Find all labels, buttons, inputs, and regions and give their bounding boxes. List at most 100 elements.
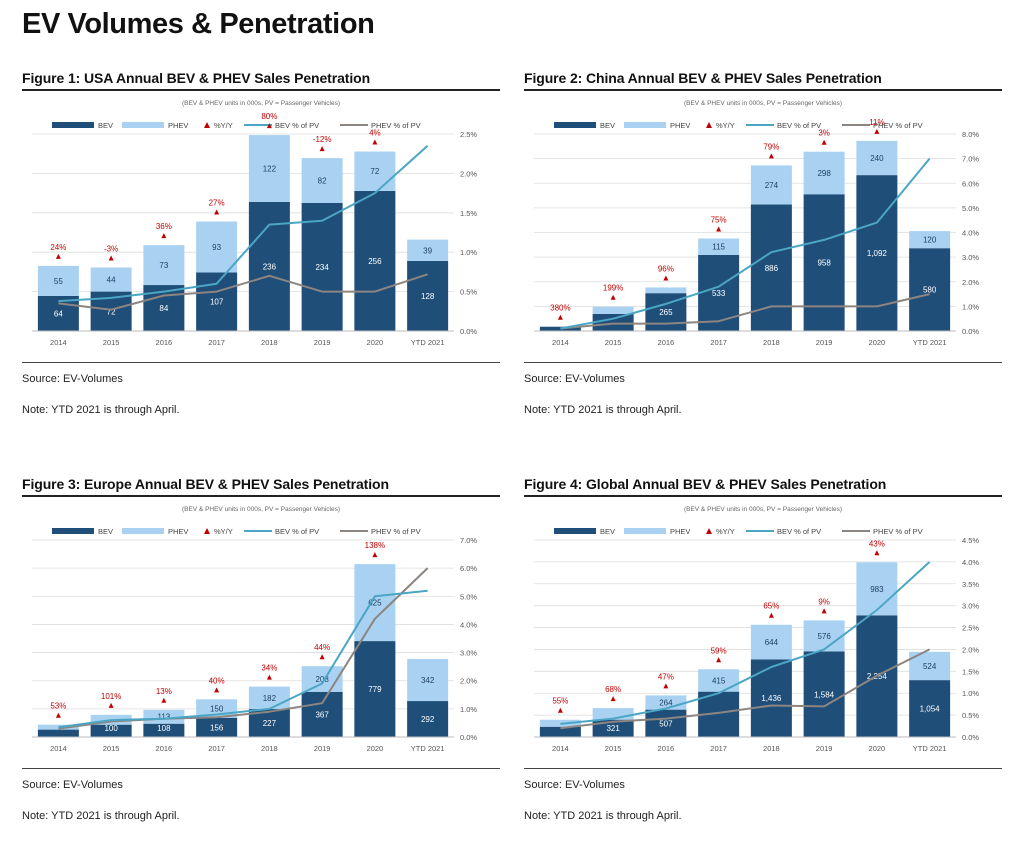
figure-2-chart: (BEV & PHEV units in 000s, PV = Passenge… xyxy=(534,100,979,347)
yoy-label: -12% xyxy=(313,135,332,144)
bar-bev-value-label: 265 xyxy=(659,308,673,317)
yoy-marker xyxy=(319,146,325,152)
yoy-marker xyxy=(557,314,563,320)
legend-label-bev: BEV xyxy=(98,121,113,130)
figure-4-panel: Figure 4: Global Annual BEV & PHEV Sales… xyxy=(524,476,1002,866)
legend-label-phev-pct: PHEV % of PV xyxy=(371,527,421,536)
bar-phev xyxy=(909,231,951,249)
bar-phev xyxy=(196,221,238,273)
bar-phev-value-label: 82 xyxy=(318,177,327,186)
legend-label-phev: PHEV xyxy=(168,121,188,130)
bar-phev-value-label: 576 xyxy=(817,632,831,641)
x-axis-tick-label: 2016 xyxy=(156,744,173,753)
x-axis-tick-label: 2014 xyxy=(552,338,569,347)
bar-phev-value-label: 73 xyxy=(159,261,168,270)
right-axis-tick-label: 7.0% xyxy=(962,155,979,164)
bar-bev xyxy=(539,726,581,737)
yoy-marker xyxy=(768,612,774,618)
figure-title: Figure 4: Global Annual BEV & PHEV Sales… xyxy=(524,476,887,492)
bar-phev-value-label: 644 xyxy=(765,638,779,647)
yoy-marker xyxy=(108,702,114,708)
chart-subtitle: (BEV & PHEV units in 000s, PV = Passenge… xyxy=(182,100,340,107)
yoy-label: 65% xyxy=(763,602,779,611)
bar-bev xyxy=(750,659,792,737)
bar-phev xyxy=(592,708,634,720)
x-axis-tick-label: 2017 xyxy=(208,338,225,347)
bar-phev xyxy=(750,624,792,660)
bar-bev-value-label: 108 xyxy=(157,724,171,733)
bar-phev xyxy=(592,306,634,314)
bar-phev xyxy=(856,140,898,176)
bar-phev xyxy=(37,265,79,296)
bar-bev-value-label: 1,092 xyxy=(867,249,888,258)
bar-bev-value-label: 367 xyxy=(315,710,329,719)
right-axis-tick-label: 4.5% xyxy=(962,536,979,545)
legend-swatch-phev xyxy=(624,122,666,128)
bar-phev-value-label: 39 xyxy=(423,246,432,255)
bar-phev-value-label: 342 xyxy=(421,676,435,685)
yoy-marker xyxy=(161,697,167,703)
yoy-label: 80% xyxy=(261,112,277,121)
yoy-label: 13% xyxy=(156,687,172,696)
yoy-marker xyxy=(663,683,669,689)
yoy-marker xyxy=(821,139,827,145)
bar-bev-value-label: 72 xyxy=(107,307,116,316)
line-phev-pct xyxy=(560,293,930,330)
bar-phev-value-label: 240 xyxy=(870,154,884,163)
bar-phev xyxy=(645,287,687,294)
bar-phev xyxy=(698,238,740,255)
legend-swatch-bev xyxy=(52,122,94,128)
right-axis-tick-label: 2.5% xyxy=(460,130,477,139)
bar-bev-value-label: 1,054 xyxy=(920,705,941,714)
yoy-label: 9% xyxy=(818,597,830,606)
bar-bev xyxy=(354,641,396,737)
x-axis-tick-label: 2016 xyxy=(658,338,675,347)
x-axis-tick-label: YTD 2021 xyxy=(411,338,445,347)
right-axis-tick-label: 3.5% xyxy=(962,580,979,589)
legend-label-phev: PHEV xyxy=(168,527,188,536)
bar-bev-value-label: 779 xyxy=(368,685,382,694)
x-axis-tick-label: 2017 xyxy=(710,744,727,753)
yoy-marker xyxy=(214,687,220,693)
x-axis-tick-label: 2015 xyxy=(103,744,120,753)
yoy-label: 11% xyxy=(869,118,884,127)
figure-4-chart: (BEV & PHEV units in 000s, PV = Passenge… xyxy=(534,506,979,753)
bar-bev-value-label: 100 xyxy=(104,724,118,733)
figure-1-panel: Figure 1: USA Annual BEV & PHEV Sales Pe… xyxy=(22,70,500,460)
figure-title: Figure 2: China Annual BEV & PHEV Sales … xyxy=(524,70,882,86)
legend-label-yoy: %Y/Y xyxy=(716,121,735,130)
source-note: Source: EV-Volumes xyxy=(22,373,123,385)
yoy-label: 36% xyxy=(156,222,172,231)
legend-label-phev: PHEV xyxy=(670,121,690,130)
x-axis-tick-label: 2017 xyxy=(208,744,225,753)
bar-phev xyxy=(143,245,185,286)
x-axis-tick-label: 2016 xyxy=(658,744,675,753)
x-axis-tick-label: YTD 2021 xyxy=(913,338,947,347)
yoy-label: 380% xyxy=(550,304,570,313)
bar-bev xyxy=(645,709,687,737)
x-axis-tick-label: 2014 xyxy=(50,744,67,753)
x-axis-tick-label: 2014 xyxy=(50,338,67,347)
x-axis-tick-label: 2015 xyxy=(605,744,622,753)
right-axis-tick-label: 0.0% xyxy=(460,733,477,742)
chart-subtitle: (BEV & PHEV units in 000s, PV = Passenge… xyxy=(182,506,340,513)
yoy-marker xyxy=(610,294,616,300)
bar-phev-value-label: 208 xyxy=(315,675,329,684)
figure-3-chart: (BEV & PHEV units in 000s, PV = Passenge… xyxy=(32,506,477,753)
legend-label-bev-pct: BEV % of PV xyxy=(275,527,319,536)
right-axis-tick-label: 3.0% xyxy=(962,253,979,262)
bar-phev-value-label: 182 xyxy=(263,694,277,703)
x-axis-tick-label: 2020 xyxy=(869,338,886,347)
legend-label-phev-pct: PHEV % of PV xyxy=(371,121,421,130)
yoy-marker xyxy=(108,255,114,261)
x-axis-tick-label: YTD 2021 xyxy=(411,744,445,753)
bar-phev xyxy=(301,666,343,692)
bar-phev xyxy=(750,165,792,205)
x-axis-tick-label: 2014 xyxy=(552,744,569,753)
right-axis-tick-label: 3.0% xyxy=(460,649,477,658)
legend-label-phev: PHEV xyxy=(670,527,690,536)
figure-bottom-rule xyxy=(524,362,1002,363)
legend-swatch-phev xyxy=(122,122,164,128)
legend-label-bev-pct: BEV % of PV xyxy=(275,121,319,130)
legend-swatch-phev xyxy=(122,528,164,534)
